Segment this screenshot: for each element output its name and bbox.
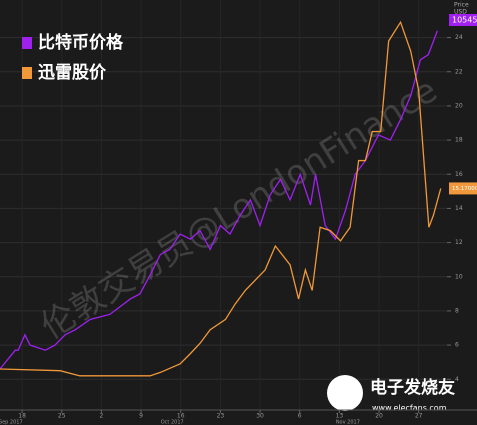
- logo-url: www.elecfans.com: [372, 404, 447, 413]
- y-tick-label: 8: [455, 307, 459, 314]
- end-label-box: [449, 182, 477, 195]
- end-label-box: [449, 14, 477, 26]
- x-tick-label: 25: [58, 413, 66, 420]
- logo-text: 电子发烧友: [370, 377, 455, 398]
- y-tick-label: 4: [455, 376, 459, 383]
- y-tick-label: 12: [455, 239, 463, 246]
- x-month-label: Sep 2017: [0, 420, 23, 425]
- x-tick-label: 18: [18, 413, 26, 420]
- y-tick-label: 14: [455, 205, 463, 212]
- logo-icon: [327, 375, 363, 411]
- x-tick-label: 6: [298, 413, 302, 420]
- x-tick-label: 23: [217, 413, 225, 420]
- y-tick-label: 16: [455, 171, 463, 178]
- y-axis-title: Price: [454, 2, 469, 9]
- y-tick-label: 6: [455, 342, 459, 349]
- x-tick-label: 16: [177, 413, 185, 420]
- legend-swatch: [22, 67, 32, 79]
- x-month-label: Oct 2017: [161, 420, 184, 425]
- legend-label: 迅雷股价: [38, 63, 107, 83]
- x-tick-label: 9: [139, 413, 143, 420]
- y-tick-label: 24: [455, 34, 463, 41]
- x-month-label: Nov 2017: [336, 420, 360, 425]
- x-tick-label: 20: [375, 413, 383, 420]
- y-tick-label: 22: [455, 68, 463, 75]
- y-tick-label: 10: [455, 273, 463, 280]
- end-label: 15.170000: [452, 186, 477, 192]
- x-tick-label: 30: [256, 413, 264, 420]
- series-line: [0, 20, 442, 377]
- y-axis-unit: USD: [454, 9, 467, 16]
- y-tick-label: 18: [455, 137, 463, 144]
- end-label: 10545: [452, 16, 477, 25]
- y-tick-label: 20: [455, 102, 463, 109]
- legend-swatch: [22, 37, 32, 49]
- x-tick-label: 27: [415, 413, 423, 420]
- x-tick-label: 2: [99, 413, 103, 420]
- legend-label: 比特币价格: [38, 32, 124, 53]
- x-tick-label: 13: [336, 413, 344, 420]
